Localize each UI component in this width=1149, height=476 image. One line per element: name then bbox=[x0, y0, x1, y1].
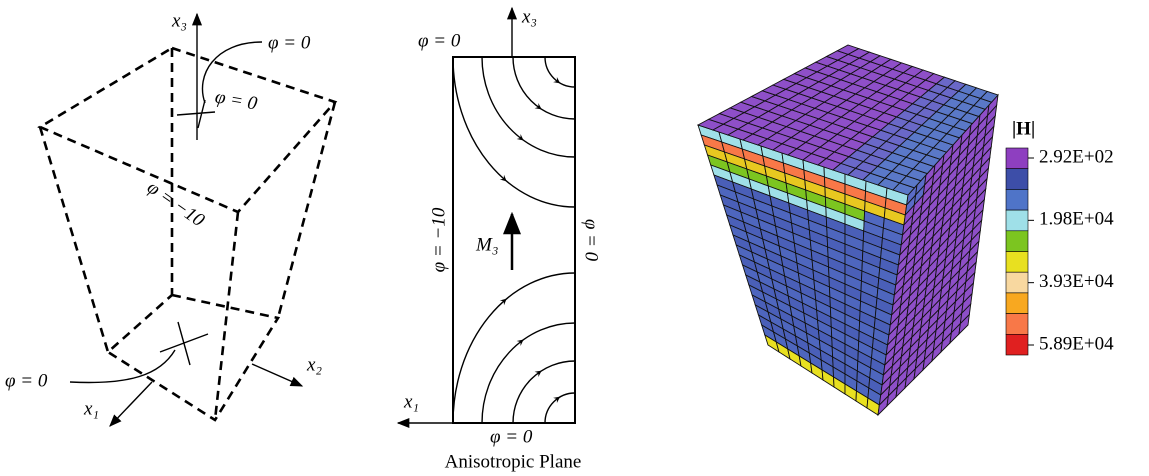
colorbar-swatch bbox=[1006, 231, 1028, 252]
colorbar-swatch bbox=[1006, 252, 1028, 273]
flow-lines bbox=[453, 57, 575, 423]
label-phi-inner: φ = 0 bbox=[213, 87, 259, 115]
label-phi-right: φ = 0 bbox=[581, 219, 602, 262]
box-edges bbox=[40, 48, 335, 420]
flow-line bbox=[513, 361, 575, 423]
colorbar-swatch bbox=[1006, 189, 1028, 210]
top-cross bbox=[177, 100, 215, 128]
x1-axis bbox=[110, 382, 152, 426]
box-top bbox=[40, 48, 335, 212]
mesh-block bbox=[698, 45, 998, 415]
flow-line bbox=[482, 57, 575, 157]
label-x1: x₁ bbox=[83, 398, 99, 419]
legend-title: |H| bbox=[1012, 118, 1035, 139]
figure: x₃ φ = 0 φ = 0 φ = −10 φ = 0 x₁ x₂ φ = 0… bbox=[0, 0, 1149, 476]
caption: Anisotropic Plane bbox=[445, 451, 582, 472]
panel-2: φ = 0 x₃ φ = −10 φ = 0 M₃ x₁ φ = 0 Aniso… bbox=[398, 6, 602, 472]
label-x2: x₂ bbox=[306, 354, 322, 375]
label-phi-top: φ = 0 bbox=[268, 32, 311, 53]
colorbar-swatch bbox=[1006, 148, 1028, 169]
colorbar-label: 1.98E+04 bbox=[1039, 209, 1114, 230]
flow-line bbox=[545, 57, 575, 87]
colorbar-swatch bbox=[1006, 293, 1028, 314]
flow-line bbox=[545, 393, 575, 423]
colorbar-swatch bbox=[1006, 334, 1028, 355]
bottom-cross bbox=[160, 322, 208, 365]
colorbar-swatch bbox=[1006, 210, 1028, 231]
x2-axis bbox=[252, 364, 302, 386]
label-phi-bottom: φ = 0 bbox=[5, 370, 48, 391]
colorbar-label: 2.92E+02 bbox=[1039, 146, 1114, 167]
label-phi-side: φ = −10 bbox=[143, 177, 208, 232]
colorbar-label: 5.89E+04 bbox=[1039, 333, 1114, 354]
colorbar-swatch bbox=[1006, 272, 1028, 293]
label-phi-top: φ = 0 bbox=[418, 30, 461, 51]
colorbar: |H| 2.92E+02 1.98E+04 3.93E+04 5.89E+04 bbox=[1006, 118, 1114, 355]
label-phi-left: φ = −10 bbox=[428, 207, 449, 272]
label-x1: x₁ bbox=[403, 391, 419, 412]
flow-line bbox=[482, 323, 575, 423]
label-x3: x₃ bbox=[521, 6, 537, 27]
label-phi-bottom: φ = 0 bbox=[490, 426, 533, 447]
label-m3: M₃ bbox=[475, 234, 498, 255]
colorbar-label: 3.93E+04 bbox=[1039, 271, 1114, 292]
colorbar-swatch bbox=[1006, 169, 1028, 190]
leader-bottom bbox=[70, 350, 175, 383]
label-x3: x₃ bbox=[171, 10, 187, 31]
flow-line bbox=[513, 57, 575, 119]
plane bbox=[453, 57, 575, 423]
panel-1: x₃ φ = 0 φ = 0 φ = −10 φ = 0 x₁ x₂ bbox=[5, 10, 335, 426]
colorbar-swatch bbox=[1006, 314, 1028, 335]
